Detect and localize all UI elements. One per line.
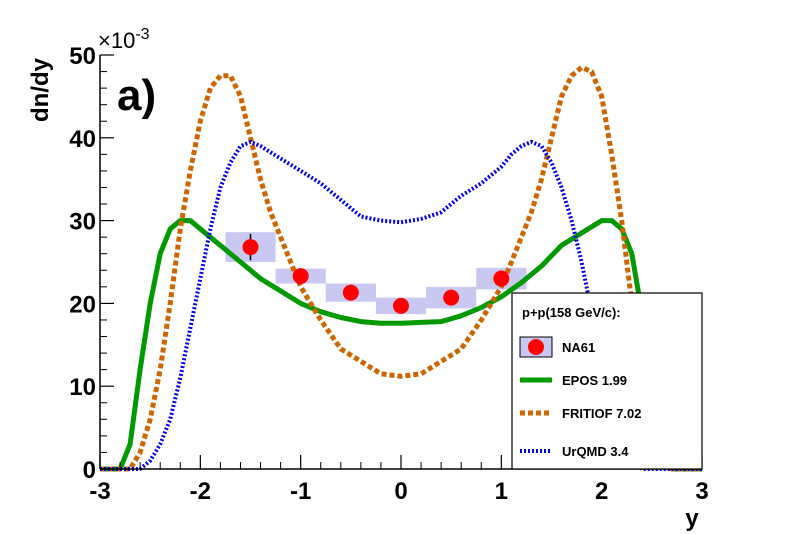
y-tick-label: 50: [69, 43, 96, 70]
x-tick-label: 3: [695, 478, 708, 505]
x-tick-label: -2: [190, 478, 211, 505]
y-tick-label: 20: [69, 291, 96, 318]
data-point: [443, 289, 460, 306]
legend-urqmd-label: UrQMD 3.4: [562, 444, 629, 459]
data-point: [493, 270, 510, 287]
x-tick-label: -1: [290, 478, 311, 505]
legend-na61-label: NA61: [562, 340, 595, 355]
series-line: [100, 218, 702, 472]
y-tick-label: 30: [69, 209, 96, 236]
y-tick-label: 0: [83, 457, 96, 484]
data-point: [242, 239, 259, 256]
legend-epos-label: EPOS 1.99: [562, 373, 627, 388]
x-tick-label: -3: [89, 478, 110, 505]
legend-title: p+p(158 GeV/c):: [522, 305, 621, 320]
x-tick-label: 1: [495, 478, 508, 505]
x-tick-label: 2: [595, 478, 608, 505]
y-tick-label: 10: [69, 374, 96, 401]
y-multiplier: ×10-3: [98, 26, 150, 53]
data-point: [342, 284, 359, 301]
series-line: [100, 64, 702, 472]
data-point: [292, 268, 309, 285]
x-axis-title: y: [685, 505, 699, 532]
y-multiplier-base: ×10: [98, 28, 135, 53]
y-axis-title: dn/dy: [27, 57, 54, 122]
legend-fritiof-label: FRITIOF 7.02: [562, 406, 641, 421]
x-tick-label: 0: [394, 478, 407, 505]
legend-na61-marker: [528, 339, 544, 355]
na61-data-points: [242, 233, 510, 314]
panel-label: a): [117, 71, 156, 120]
y-multiplier-exponent: -3: [135, 26, 149, 43]
legend: p+p(158 GeV/c): NA61 EPOS 1.99 FRITIOF 7…: [511, 292, 703, 470]
data-point: [393, 297, 409, 314]
y-tick-label: 40: [69, 126, 96, 153]
